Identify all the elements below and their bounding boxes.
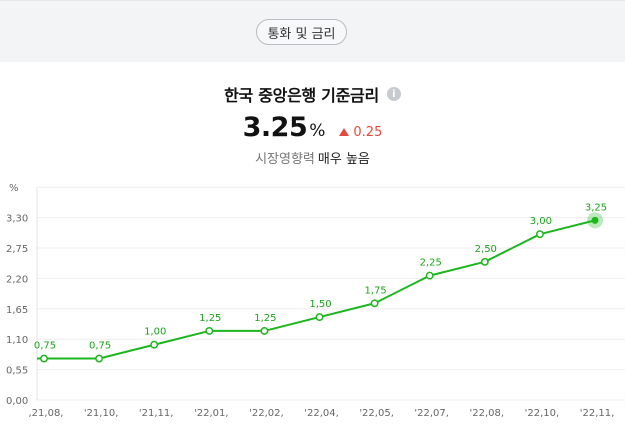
series-line <box>37 219 596 360</box>
data-point <box>150 340 159 349</box>
top-divider <box>0 0 625 1</box>
y-tick-label: 0,00 <box>6 396 28 407</box>
category-pill-label: 통화 및 금리 <box>267 26 336 42</box>
data-label: 3,00 <box>530 216 552 227</box>
rate-chart-area: % 0,00 0,55 1,10 1,65 2,20 2,75 3,30 ,21,08, '21,… <box>0 180 625 444</box>
data-label: 0,75 <box>89 341 111 352</box>
rate-line-chart: % 0,00 0,55 1,10 1,65 2,20 2,75 3,30 ,21,08, '21,… <box>6 183 625 419</box>
y-tick-label: 3,30 <box>6 214 28 225</box>
y-tick-label: 1,10 <box>6 335 28 346</box>
data-label: 0,75 <box>34 341 56 352</box>
x-tick-label: ,21,08, <box>29 408 64 419</box>
data-point <box>95 354 104 363</box>
x-tick-label: '22,02, <box>249 408 284 419</box>
data-label: 2,50 <box>475 244 497 255</box>
x-tick-label: '22,01, <box>194 408 229 419</box>
data-label: 1,00 <box>144 327 166 338</box>
x-tick-label: '22,10, <box>525 408 560 419</box>
rate-change-value: 0.25 <box>353 124 383 140</box>
rate-summary-card: 한국 중앙은행 기준금리 i 3.25 % 0.25 시장영향력 매우 높음 <box>0 62 625 180</box>
data-label: 1,75 <box>364 285 386 296</box>
data-point <box>425 271 434 280</box>
y-tick-label: 2,20 <box>6 274 28 285</box>
data-label: 1,25 <box>199 313 221 324</box>
y-tick-label: 1,65 <box>6 305 28 316</box>
up-arrow-icon <box>339 128 350 136</box>
data-label: 1,25 <box>254 313 276 324</box>
y-tick-label: 0,55 <box>6 366 28 377</box>
data-point <box>205 326 214 335</box>
top-band: 통화 및 금리 <box>0 0 625 62</box>
x-tick-label: '22,11, <box>580 408 615 419</box>
category-pill-button[interactable]: 통화 및 금리 <box>256 19 347 45</box>
y-tick-label: 2,75 <box>6 244 28 255</box>
data-label: 3,25 <box>585 202 607 213</box>
data-label: 2,25 <box>420 258 442 269</box>
data-point <box>315 313 324 322</box>
rate-value: 3.25 <box>242 112 308 143</box>
info-icon[interactable]: i <box>386 87 401 101</box>
data-point <box>535 230 544 239</box>
impact-value: 매우 높음 <box>317 152 370 167</box>
data-point <box>40 354 48 363</box>
rate-unit: % <box>309 121 326 141</box>
rate-title: 한국 중앙은행 기준금리 <box>224 86 379 105</box>
data-point <box>260 326 269 335</box>
x-tick-label: '22,08, <box>470 408 505 419</box>
x-tick-label: '22,04, <box>304 408 339 419</box>
data-label: 1,50 <box>309 299 331 310</box>
x-tick-label: '22,05, <box>359 408 394 419</box>
impact-label: 시장영향력 <box>255 152 315 167</box>
x-tick-label: '22,07, <box>414 408 449 419</box>
y-unit-label: % <box>9 183 19 194</box>
data-point <box>370 299 379 308</box>
data-point <box>591 216 599 224</box>
x-tick-label: '21,11, <box>139 408 174 419</box>
rate-change: 0.25 <box>339 125 382 140</box>
data-point <box>480 257 489 266</box>
x-tick-label: '21,10, <box>84 408 119 419</box>
